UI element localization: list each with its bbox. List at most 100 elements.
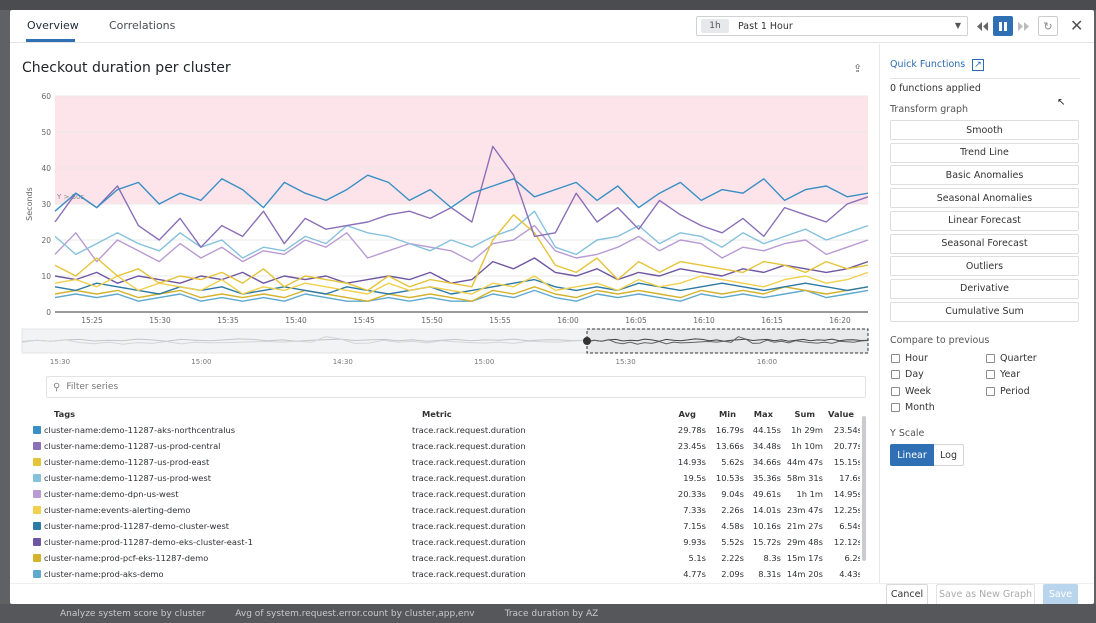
series-min: 5.62s — [721, 457, 744, 467]
series-avg: 5.1s — [688, 553, 706, 563]
quick-function-basic-anomalies-button[interactable]: Basic Anomalies — [890, 165, 1079, 186]
table-row[interactable]: cluster-name:demo-11287-aks-northcentral… — [30, 422, 860, 438]
close-icon[interactable]: ✕ — [1070, 16, 1084, 35]
quick-functions-title[interactable]: Quick Functions ↗ — [890, 59, 984, 71]
table-scrollbar[interactable] — [862, 416, 866, 561]
tab-correlations[interactable]: Correlations — [109, 19, 176, 32]
table-row[interactable]: cluster-name:prod-aks-demo trace.rack.req… — [30, 566, 860, 582]
series-color-swatch — [33, 506, 41, 514]
compare-period-checkbox[interactable]: Period — [986, 386, 1030, 397]
reset-button[interactable]: ↻ — [1038, 16, 1058, 36]
series-max: 34.48s — [752, 441, 781, 451]
table-row[interactable]: cluster-name:prod-11287-demo-eks-cluster… — [30, 534, 860, 550]
minimap-tick-label: 15:30 — [50, 358, 70, 366]
series-line — [54, 174, 869, 212]
minimap-tick-label: 15:00 — [191, 358, 211, 366]
series-max: 49.61s — [752, 489, 781, 499]
series-value: 6.54s — [839, 521, 860, 531]
quick-function-cumulative-sum-button[interactable]: Cumulative Sum — [890, 301, 1079, 322]
y-scale-linear-button[interactable]: Linear — [890, 444, 934, 466]
time-range-picker[interactable]: 1h Past 1 Hour ▼ — [696, 16, 968, 36]
col-header-sum[interactable]: Sum — [794, 409, 815, 419]
filter-series-box[interactable]: ⚲ — [46, 376, 866, 398]
checkbox-box[interactable] — [986, 370, 995, 380]
col-header-metric[interactable]: Metric — [422, 409, 452, 419]
background-header — [0, 0, 1096, 10]
compare-option-label: Period — [1000, 385, 1030, 397]
rewind-button[interactable] — [974, 16, 991, 36]
x-tick-label: 15:25 — [81, 316, 103, 325]
cancel-button[interactable]: Cancel — [886, 584, 928, 604]
checkbox-box[interactable] — [986, 386, 995, 396]
series-min: 5.52s — [721, 537, 744, 547]
chevron-down-icon: ▼ — [954, 21, 961, 30]
series-tag: cluster-name:prod-11287-demo-cluster-wes… — [44, 521, 230, 531]
compare-month-checkbox[interactable]: Month — [891, 402, 935, 413]
save-button[interactable]: Save — [1043, 584, 1078, 604]
col-header-avg[interactable]: Avg — [678, 409, 696, 419]
series-metric: trace.rack.request.duration — [412, 457, 526, 467]
compare-week-checkbox[interactable]: Week — [891, 386, 931, 397]
quick-function-seasonal-anomalies-button[interactable]: Seasonal Anomalies — [890, 188, 1079, 209]
series-min: 10.53s — [715, 473, 744, 483]
fast-forward-button[interactable] — [1015, 16, 1032, 36]
quick-function-trend-line-button[interactable]: Trend Line — [890, 142, 1079, 163]
series-sum: 1h 29m — [791, 425, 823, 435]
checkbox-box[interactable] — [891, 354, 900, 363]
series-value: 17.6s — [839, 473, 860, 483]
series-max: 8.3s — [763, 553, 781, 563]
series-line — [54, 210, 869, 259]
share-icon[interactable]: ⇪ — [853, 62, 863, 75]
time-range-label: Past 1 Hour — [738, 20, 793, 32]
checkbox-box[interactable] — [891, 370, 900, 380]
compare-hour-checkbox[interactable]: Hour — [891, 353, 928, 364]
series-sum: 21m 27s — [786, 521, 823, 531]
compare-quarter-checkbox[interactable]: Quarter — [986, 353, 1037, 364]
rewind-icon — [977, 21, 988, 31]
series-value: 4.43s — [839, 569, 860, 579]
compare-day-checkbox[interactable]: Day — [891, 369, 924, 380]
y-scale-log-button[interactable]: Log — [934, 444, 964, 466]
search-input[interactable] — [66, 382, 367, 392]
checkbox-box[interactable] — [986, 354, 995, 363]
functions-applied-text: 0 functions applied — [890, 83, 981, 94]
y-axis-label: Seconds — [25, 187, 34, 221]
quick-function-seasonal-forecast-button[interactable]: Seasonal Forecast — [890, 233, 1079, 254]
quick-function-smooth-button[interactable]: Smooth — [890, 120, 1079, 140]
series-min: 2.22s — [721, 553, 744, 563]
table-row[interactable]: cluster-name:prod-pcf-eks-11287-demo trac… — [30, 550, 860, 566]
quick-function-derivative-button[interactable]: Derivative — [890, 278, 1079, 299]
y-tick-label: 10 — [41, 272, 51, 281]
table-row[interactable]: cluster-name:demo-11287-us-prod-west trac… — [30, 470, 860, 486]
series-line — [54, 286, 869, 302]
series-tag: cluster-name:demo-11287-aks-northcentral… — [44, 425, 236, 435]
col-header-tags[interactable]: Tags — [54, 409, 76, 419]
checkbox-box[interactable] — [891, 402, 900, 412]
series-tag: cluster-name:prod-pcf-eks-11287-demo — [44, 553, 209, 563]
tab-overview[interactable]: Overview — [27, 19, 79, 32]
compare-year-checkbox[interactable]: Year — [986, 369, 1020, 380]
col-header-max[interactable]: Max — [753, 409, 773, 419]
table-row[interactable]: cluster-name:prod-11287-demo-cluster-wes… — [30, 518, 860, 534]
pause-button[interactable] — [993, 16, 1013, 36]
table-row[interactable]: cluster-name:demo-11287-us-prod-east trac… — [30, 454, 860, 470]
series-metric: trace.rack.request.duration — [412, 553, 526, 563]
minimap-tick-label: 15:30 — [616, 358, 636, 366]
col-header-value[interactable]: Value — [828, 409, 854, 419]
table-row[interactable]: cluster-name:events-alerting-demo trace.r… — [30, 502, 860, 518]
save-as-new-graph-button[interactable]: Save as New Graph — [936, 584, 1035, 604]
quick-function-outliers-button[interactable]: Outliers — [890, 256, 1079, 277]
series-value: 6.2s — [844, 553, 860, 563]
table-row[interactable]: cluster-name:demo-11287-us-prod-central t… — [30, 438, 860, 454]
series-value: 15.15s — [833, 457, 860, 467]
minimap-handle — [583, 337, 591, 345]
series-metric: trace.rack.request.duration — [412, 505, 526, 515]
quick-function-linear-forecast-button[interactable]: Linear Forecast — [890, 210, 1079, 231]
checkbox-box[interactable] — [891, 386, 900, 396]
table-row[interactable]: cluster-name:demo-dpn-us-west trace.rack.… — [30, 486, 860, 502]
series-max: 44.15s — [752, 425, 781, 435]
x-tick-label: 16:15 — [761, 316, 783, 325]
col-header-min[interactable]: Min — [718, 409, 736, 419]
footer-divider — [10, 583, 1094, 584]
series-color-swatch — [33, 458, 41, 466]
